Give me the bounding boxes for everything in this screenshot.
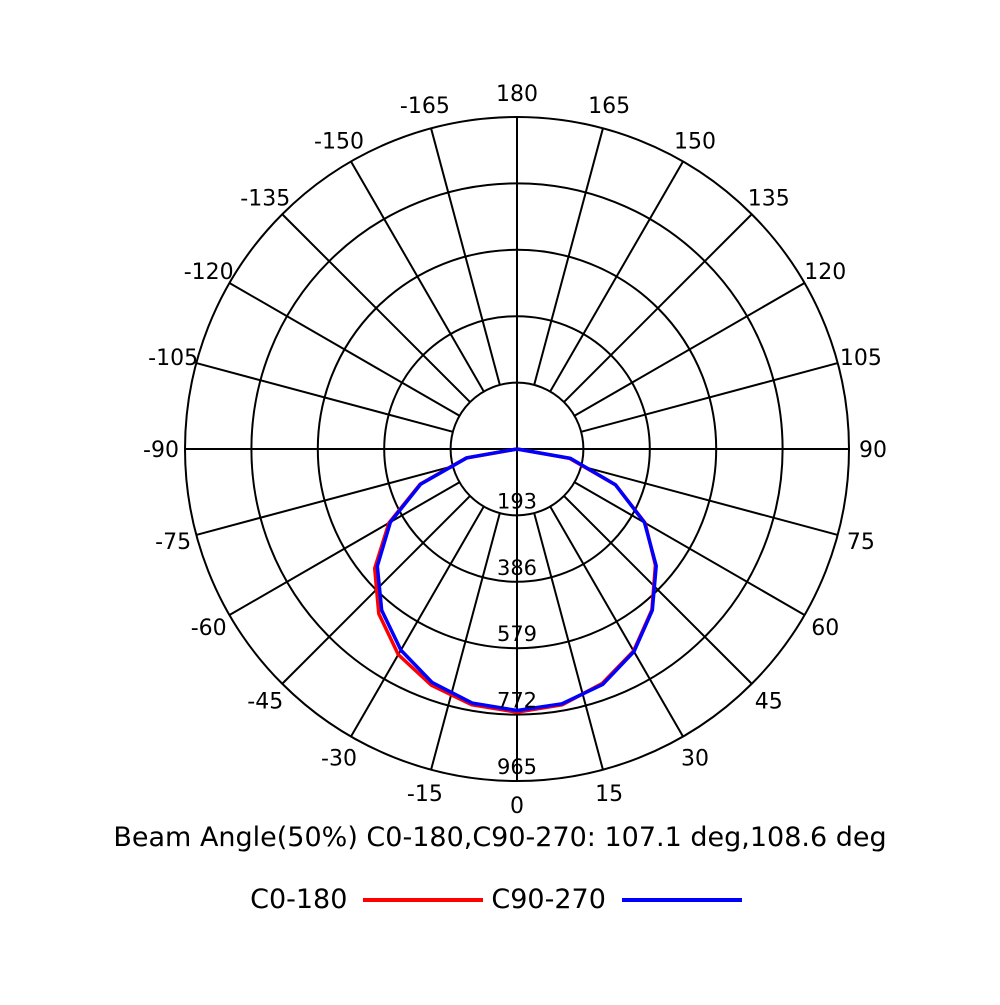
grid-spoke-75 [580,465,838,536]
grid-spoke-30 [549,506,684,738]
angle-tick-label: -30 [321,746,357,771]
angle-tick-label: 180 [496,82,538,107]
angle-tick-label: 90 [859,438,887,463]
radial-tick-label: 579 [497,622,537,646]
angle-tick-label: 30 [681,746,709,771]
grid-spoke-120 [574,282,806,417]
beam-angle-caption: Beam Angle(50%) C0-180,C90-270: 107.1 de… [113,822,887,853]
legend-label-c0-180: C0-180 [250,884,348,915]
radial-tick-label: 772 [497,689,537,713]
legend: C0-180 C90-270 [0,884,1000,915]
angle-tick-label: 15 [595,782,623,807]
grid-spoke-15 [533,512,604,770]
angle-tick-label: -135 [240,186,290,211]
grid-spoke-60 [574,481,806,616]
angle-tick-label: -150 [314,130,364,155]
grid-spoke--75 [196,465,454,536]
grid-spoke--120 [228,282,460,417]
label-layer: 180 1651501351201059075604530150-15-30-45… [143,82,887,819]
radial-tick-label: 193 [497,489,537,513]
angle-tick-label: 105 [840,346,882,371]
grid-spoke--165 [430,128,501,386]
angle-tick-label: -60 [191,616,227,641]
grid-spoke-105 [580,362,838,433]
grid-spoke-150 [549,160,684,392]
angle-tick-label: 60 [811,616,839,641]
angle-tick-label: -15 [407,782,443,807]
angle-tick-label: 120 [804,260,846,285]
legend-item-c90-270: C90-270 [491,884,750,915]
grid-spoke--135 [281,213,471,403]
angle-tick-label: 165 [588,94,630,119]
legend-item-c0-180: C0-180 [250,884,491,915]
angle-tick-label: -120 [184,260,234,285]
grid-spoke-165 [533,128,604,386]
angle-tick-label: -165 [400,94,450,119]
legend-swatch-c90-270 [621,897,742,902]
angle-tick-label: 45 [755,690,783,715]
grid-spoke--15 [430,512,501,770]
series-line-c90-270 [375,447,658,713]
angle-tick-label: -75 [155,530,191,555]
legend-label-c90-270: C90-270 [491,884,606,915]
polar-grid [184,116,850,782]
grid-spoke--105 [196,362,454,433]
angle-tick-label: 150 [674,130,716,155]
angle-tick-label: 75 [847,530,875,555]
grid-spoke--150 [350,160,485,392]
grid-spoke-135 [563,213,753,403]
angle-tick-label: -45 [247,690,283,715]
radial-tick-label: 965 [497,755,537,779]
grid-spoke-45 [563,495,753,685]
angle-tick-label: 135 [748,186,790,211]
legend-swatch-c0-180 [363,897,484,902]
angle-tick-label: -105 [148,346,198,371]
grid-spoke--60 [228,481,460,616]
radial-tick-label: 386 [497,556,537,580]
grid-spoke--30 [350,506,485,738]
series-layer [372,447,658,714]
angle-tick-label: 0 [510,794,524,819]
angle-tick-label: -90 [143,438,179,463]
